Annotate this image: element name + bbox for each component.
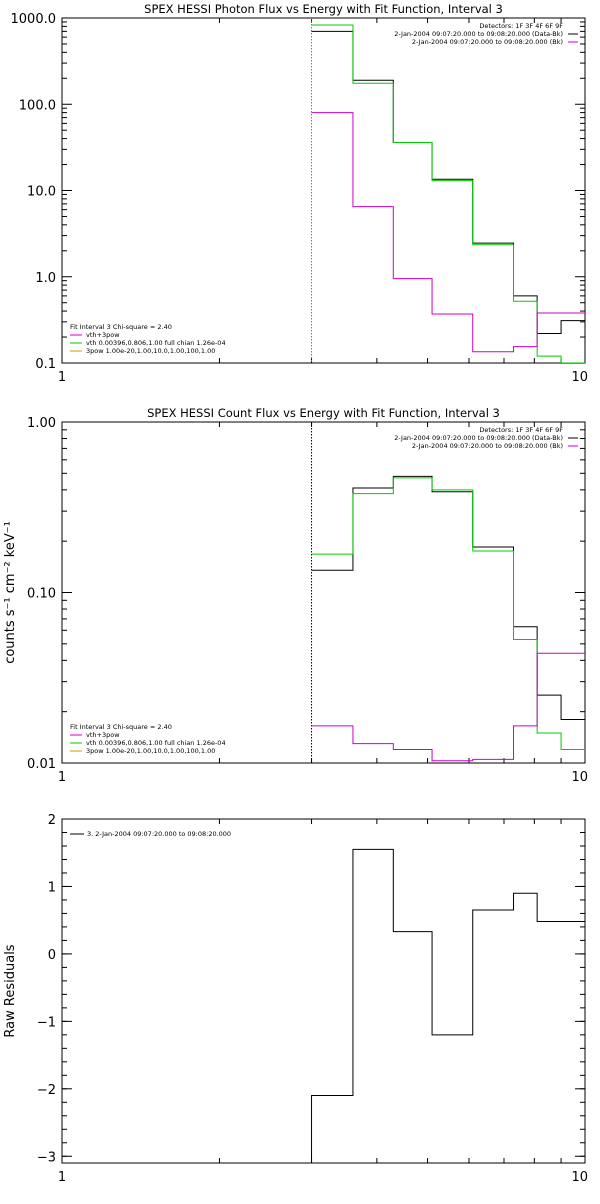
legend-fit-info: Fit Interval 3 Chi-square = 2.40 [70, 323, 172, 331]
chart-title: SPEX HESSI Photon Flux vs Energy with Fi… [144, 2, 503, 16]
x-tick-label: 10 [571, 370, 588, 385]
legend-entry: 3. 2-Jan-2004 09:07:20.000 to 09:08:20.0… [87, 830, 231, 838]
y-tick-label: 0 [48, 948, 56, 963]
y-tick-label: 1 [48, 880, 56, 895]
y-tick-label: 1.00 [27, 416, 56, 431]
series-1-step-line [311, 848, 585, 1163]
y-tick-label: −3 [37, 1150, 56, 1165]
y-axis-label: counts s⁻¹ cm⁻² keV⁻¹ [3, 521, 18, 664]
axes-frame [61, 421, 586, 764]
legend-entry: vth 0.00396,0.806,1.00 full chian 1.26e-… [86, 339, 226, 347]
legend-entry: vth+3pow [86, 731, 120, 739]
y-tick-label: 0.01 [27, 757, 56, 772]
axes-frame [61, 17, 586, 364]
series-3-step-line [311, 652, 585, 762]
legend-top-right-entry: 2-Jan-2004 09:07:20.000 to 09:08:20.000 … [412, 38, 563, 46]
panel-2 [61, 421, 586, 764]
y-tick-label: 2 [48, 813, 56, 828]
y-axis-label: Raw Residuals [3, 944, 18, 1037]
y-tick-label: 100.0 [19, 98, 56, 113]
panel-3 [61, 818, 586, 1164]
legend-top-right-entry: 2-Jan-2004 09:07:20.000 to 09:08:20.000 … [394, 30, 563, 38]
x-tick-label: 1 [58, 770, 66, 785]
panel-1 [61, 17, 586, 364]
legend-fit-info: Fit Interval 3 Chi-square = 2.40 [70, 723, 172, 731]
legend-entry: vth+3pow [86, 331, 120, 339]
axes-frame [61, 818, 586, 1164]
y-tick-label: −2 [37, 1083, 56, 1098]
chart-title: SPEX HESSI Count Flux vs Energy with Fit… [147, 406, 500, 420]
x-tick-label: 10 [571, 1170, 588, 1185]
y-tick-label: 0.10 [27, 587, 56, 602]
legend-top-right-entry: Detectors: 1F 3F 4F 6F 9F [479, 426, 563, 434]
legend-top-right-entry: Detectors: 1F 3F 4F 6F 9F [479, 22, 563, 30]
legend-entry: vth 0.00396,0.806,1.00 full chian 1.26e-… [86, 739, 226, 747]
y-tick-label: 10.0 [27, 185, 56, 200]
series-3-step-line [311, 112, 585, 353]
y-tick-label: 0.1 [35, 357, 56, 372]
y-tick-label: −1 [37, 1015, 56, 1030]
legend-top-right-entry: 2-Jan-2004 09:07:20.000 to 09:08:20.000 … [394, 434, 563, 442]
legend-entry: 3pow 1.00e-20,1.00,10.0,1.00,100,1.00 [86, 347, 215, 355]
x-tick-label: 10 [571, 770, 588, 785]
x-tick-label: 1 [58, 370, 66, 385]
legend-entry: 3pow 1.00e-20,1.00,10.0,1.00,100,1.00 [86, 747, 215, 755]
series-2-step-line [311, 477, 585, 750]
series-2-step-line [311, 24, 585, 363]
x-tick-label: 1 [58, 1170, 66, 1185]
legend-top-right-entry: 2-Jan-2004 09:07:20.000 to 09:08:20.000 … [412, 442, 563, 450]
y-tick-label: 1000.0 [11, 12, 57, 27]
y-tick-label: 1.0 [35, 271, 56, 286]
